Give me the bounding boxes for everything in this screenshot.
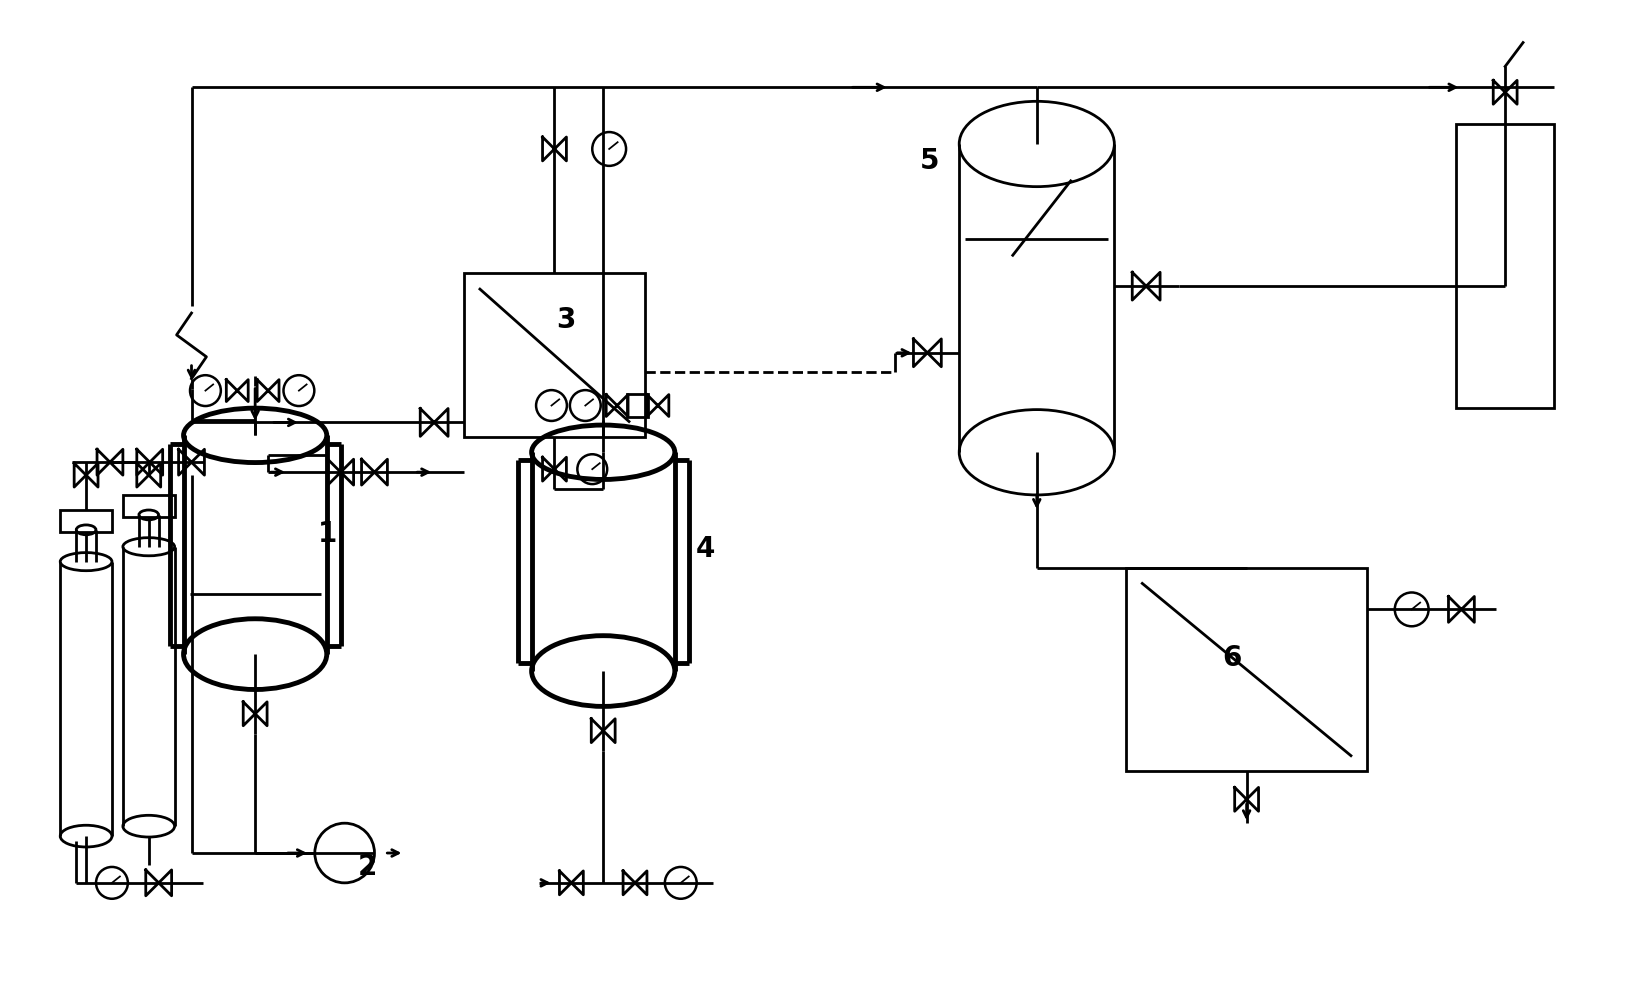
- Bar: [123, 496, 175, 516]
- Text: 4: 4: [696, 534, 715, 562]
- Text: 1: 1: [318, 519, 337, 547]
- Bar: [627, 394, 648, 418]
- Text: 6: 6: [1223, 644, 1242, 672]
- Text: 5: 5: [920, 147, 940, 175]
- Bar: [1457, 124, 1554, 408]
- Text: 2: 2: [357, 853, 377, 881]
- Bar: [61, 509, 111, 531]
- Bar: [1126, 567, 1367, 771]
- Bar: [463, 274, 645, 438]
- Text: 3: 3: [557, 306, 576, 334]
